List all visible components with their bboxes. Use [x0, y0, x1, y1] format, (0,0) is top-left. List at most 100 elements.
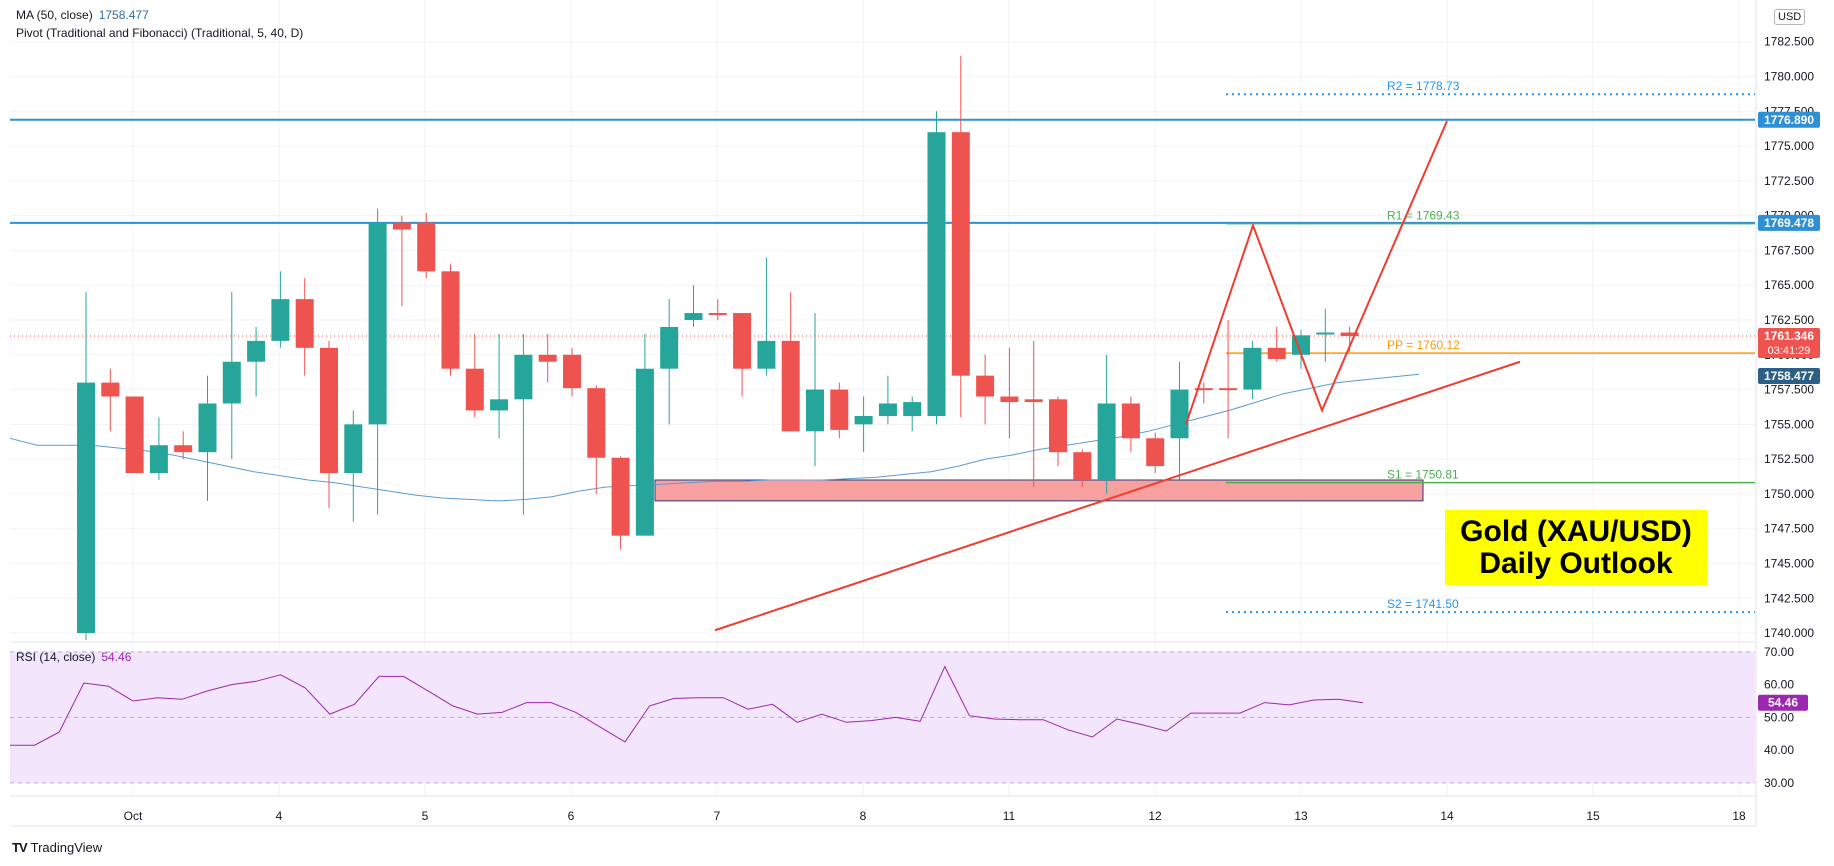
candle-body [538, 354, 557, 362]
candle [976, 354, 995, 425]
candle [198, 375, 217, 501]
price-label-countdown: 03:41:29 [1768, 345, 1811, 357]
rsi-legend-value: 54.46 [101, 650, 132, 664]
candle [149, 417, 168, 480]
candle-body [247, 340, 266, 362]
candle-body [903, 402, 922, 416]
horizontal-levels [10, 93, 1755, 614]
candle-body [806, 389, 824, 432]
price-label-text: 1761.346 [1764, 329, 1814, 343]
candle [271, 271, 290, 348]
candle-body [441, 271, 460, 369]
currency-badge[interactable]: USD [1774, 9, 1806, 25]
pivot-legend: Pivot (Traditional and Fibonacci) (Tradi… [16, 26, 303, 40]
candle [781, 292, 800, 432]
price-tick-label: 1740.000 [1764, 626, 1814, 640]
candle [1097, 354, 1116, 494]
price-label-text: 1776.890 [1764, 113, 1814, 127]
candle [733, 313, 752, 397]
candle-body [976, 375, 995, 397]
candle-body [392, 222, 411, 230]
candle-body [1170, 389, 1189, 439]
time-tick-label: 4 [276, 809, 283, 823]
time-tick-label: 14 [1440, 809, 1454, 823]
candle [757, 257, 776, 376]
candle-body [1049, 399, 1067, 453]
candle [490, 333, 509, 439]
candle [830, 382, 849, 439]
candle-body [1340, 332, 1359, 336]
candle-body [635, 368, 654, 536]
tradingview-footer[interactable]: TV TradingView [12, 840, 102, 855]
candle-body [684, 313, 703, 320]
candle [563, 347, 581, 397]
title-line-2: Daily Outlook [1479, 546, 1673, 580]
price-label-text: 1758.477 [1764, 369, 1814, 383]
candle-body [781, 340, 800, 432]
price-tick-label: 1750.000 [1764, 487, 1814, 501]
rsi-tick-label: 30.00 [1764, 776, 1794, 790]
title-line-1: Gold (XAU/USD) [1460, 514, 1692, 548]
price-tick-label: 1747.500 [1764, 522, 1814, 536]
pivot-label: S1 = 1750.81 [1387, 468, 1459, 482]
candle [101, 368, 120, 432]
candle-body [417, 222, 436, 272]
candle-body [222, 361, 241, 404]
candle [1243, 340, 1262, 400]
time-tick-label: Oct [124, 809, 143, 823]
candle-body [611, 457, 630, 536]
candle [1146, 432, 1165, 474]
candle-body [830, 389, 849, 430]
candle-body [660, 326, 679, 369]
candle-body [1267, 347, 1286, 359]
candle [878, 375, 897, 425]
candle [927, 111, 946, 425]
price-tick-label: 1757.500 [1764, 383, 1814, 397]
pivot-label: R1 = 1769.43 [1387, 209, 1460, 223]
rsi-label-text: 54.46 [1768, 696, 1798, 710]
tradingview-logo-icon: TV [12, 840, 28, 855]
price-label-box [1758, 328, 1820, 359]
candle-body [1000, 396, 1019, 403]
candle [660, 299, 679, 425]
price-tick-label: 1745.000 [1764, 556, 1814, 570]
candle [708, 299, 727, 320]
candles [77, 55, 1359, 640]
candle-body [878, 403, 897, 416]
candle [587, 385, 606, 494]
candle [1219, 320, 1238, 439]
zigzag-projection [1185, 120, 1448, 425]
support-zone [654, 479, 1424, 502]
time-tick-label: 6 [568, 809, 575, 823]
candle [635, 333, 654, 536]
candle-body [514, 354, 533, 400]
candle-body [757, 340, 776, 369]
time-tick-label: 18 [1732, 809, 1746, 823]
candle-body [951, 132, 970, 376]
rsi-legend: RSI (14, close) 54.46 [16, 650, 131, 664]
candle-body [1316, 332, 1335, 335]
candle-body [1146, 438, 1165, 467]
price-label-box [1758, 111, 1820, 128]
candle [295, 278, 314, 376]
price-tick-label: 1780.000 [1764, 70, 1814, 84]
support-zone-rect [654, 479, 1424, 502]
candle-body [344, 424, 363, 474]
candle [77, 292, 95, 640]
trendlines [714, 120, 1521, 632]
time-tick-label: 12 [1148, 809, 1162, 823]
pivot-label: S2 = 1741.50 [1387, 597, 1459, 611]
candle-body [295, 299, 314, 348]
time-tick-label: 7 [714, 809, 721, 823]
candle [320, 340, 338, 508]
time-tick-label: 15 [1586, 809, 1600, 823]
pivot-labels: R2 = 1778.73 R1 = 1769.43 PP = 1760.12 S1 =… [1387, 79, 1460, 611]
candle [538, 333, 557, 383]
price-tick-label: 1772.500 [1764, 174, 1814, 188]
candle-body [490, 399, 509, 411]
candle [247, 326, 266, 397]
ma-legend-label: MA (50, close) [16, 8, 93, 22]
candle [806, 313, 824, 467]
rsi-band [10, 641, 1755, 784]
